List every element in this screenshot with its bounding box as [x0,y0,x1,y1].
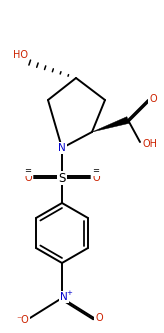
Text: S: S [58,171,66,184]
Polygon shape [92,117,129,132]
Text: O: O [95,313,103,323]
Text: O: O [24,173,32,183]
Text: O: O [149,94,157,104]
Text: ⁻O: ⁻O [17,315,29,325]
Text: +: + [66,290,72,296]
Text: OH: OH [143,139,157,149]
Text: =: = [92,166,100,175]
Text: N: N [58,143,66,153]
Text: =: = [24,166,31,175]
Text: HO: HO [12,50,28,60]
Text: O: O [92,173,100,183]
Text: N: N [60,292,68,302]
